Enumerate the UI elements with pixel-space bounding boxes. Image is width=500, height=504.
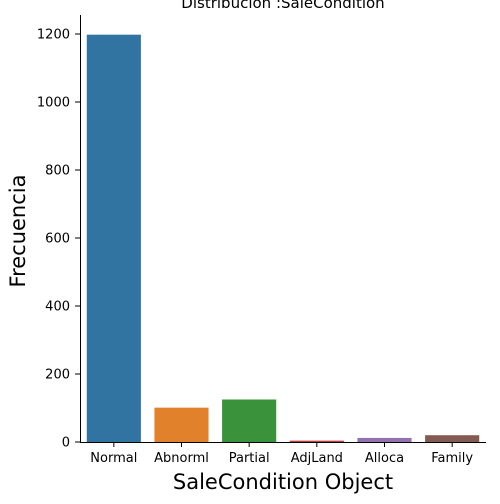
x-tick-label: Normal xyxy=(90,451,137,466)
y-tick-label: 1000 xyxy=(37,96,70,111)
y-tick-label: 1200 xyxy=(37,28,70,43)
bar-adjland xyxy=(289,440,344,442)
x-tick-label: Alloca xyxy=(365,451,404,466)
y-tick-label: 800 xyxy=(45,164,70,179)
y-tick-label: 400 xyxy=(45,300,70,315)
y-axis-ticks: 0 200 400 600 800 1000 1200 xyxy=(37,28,80,451)
bar-partial xyxy=(222,399,277,442)
y-tick-label: 200 xyxy=(45,368,70,383)
y-tick-label: 0 xyxy=(62,436,70,451)
x-axis-title: SaleCondition Object xyxy=(173,470,393,494)
x-tick-label: Partial xyxy=(229,451,270,466)
bar-family xyxy=(425,435,480,442)
bar-normal xyxy=(86,34,141,443)
y-axis-title: Frecuencia xyxy=(6,175,30,288)
chart-title: Distribución :SaleCondition xyxy=(181,0,384,12)
x-tick-label: Abnorml xyxy=(154,451,209,466)
bars xyxy=(86,34,480,443)
x-tick-label: Family xyxy=(431,451,473,466)
bar-abnorml xyxy=(154,407,209,442)
x-axis-ticks: Normal Abnorml Partial AdjLand Alloca Family xyxy=(90,442,473,466)
y-tick-label: 600 xyxy=(45,232,70,247)
bar-alloca xyxy=(357,437,412,442)
x-tick-label: AdjLand xyxy=(291,451,343,466)
